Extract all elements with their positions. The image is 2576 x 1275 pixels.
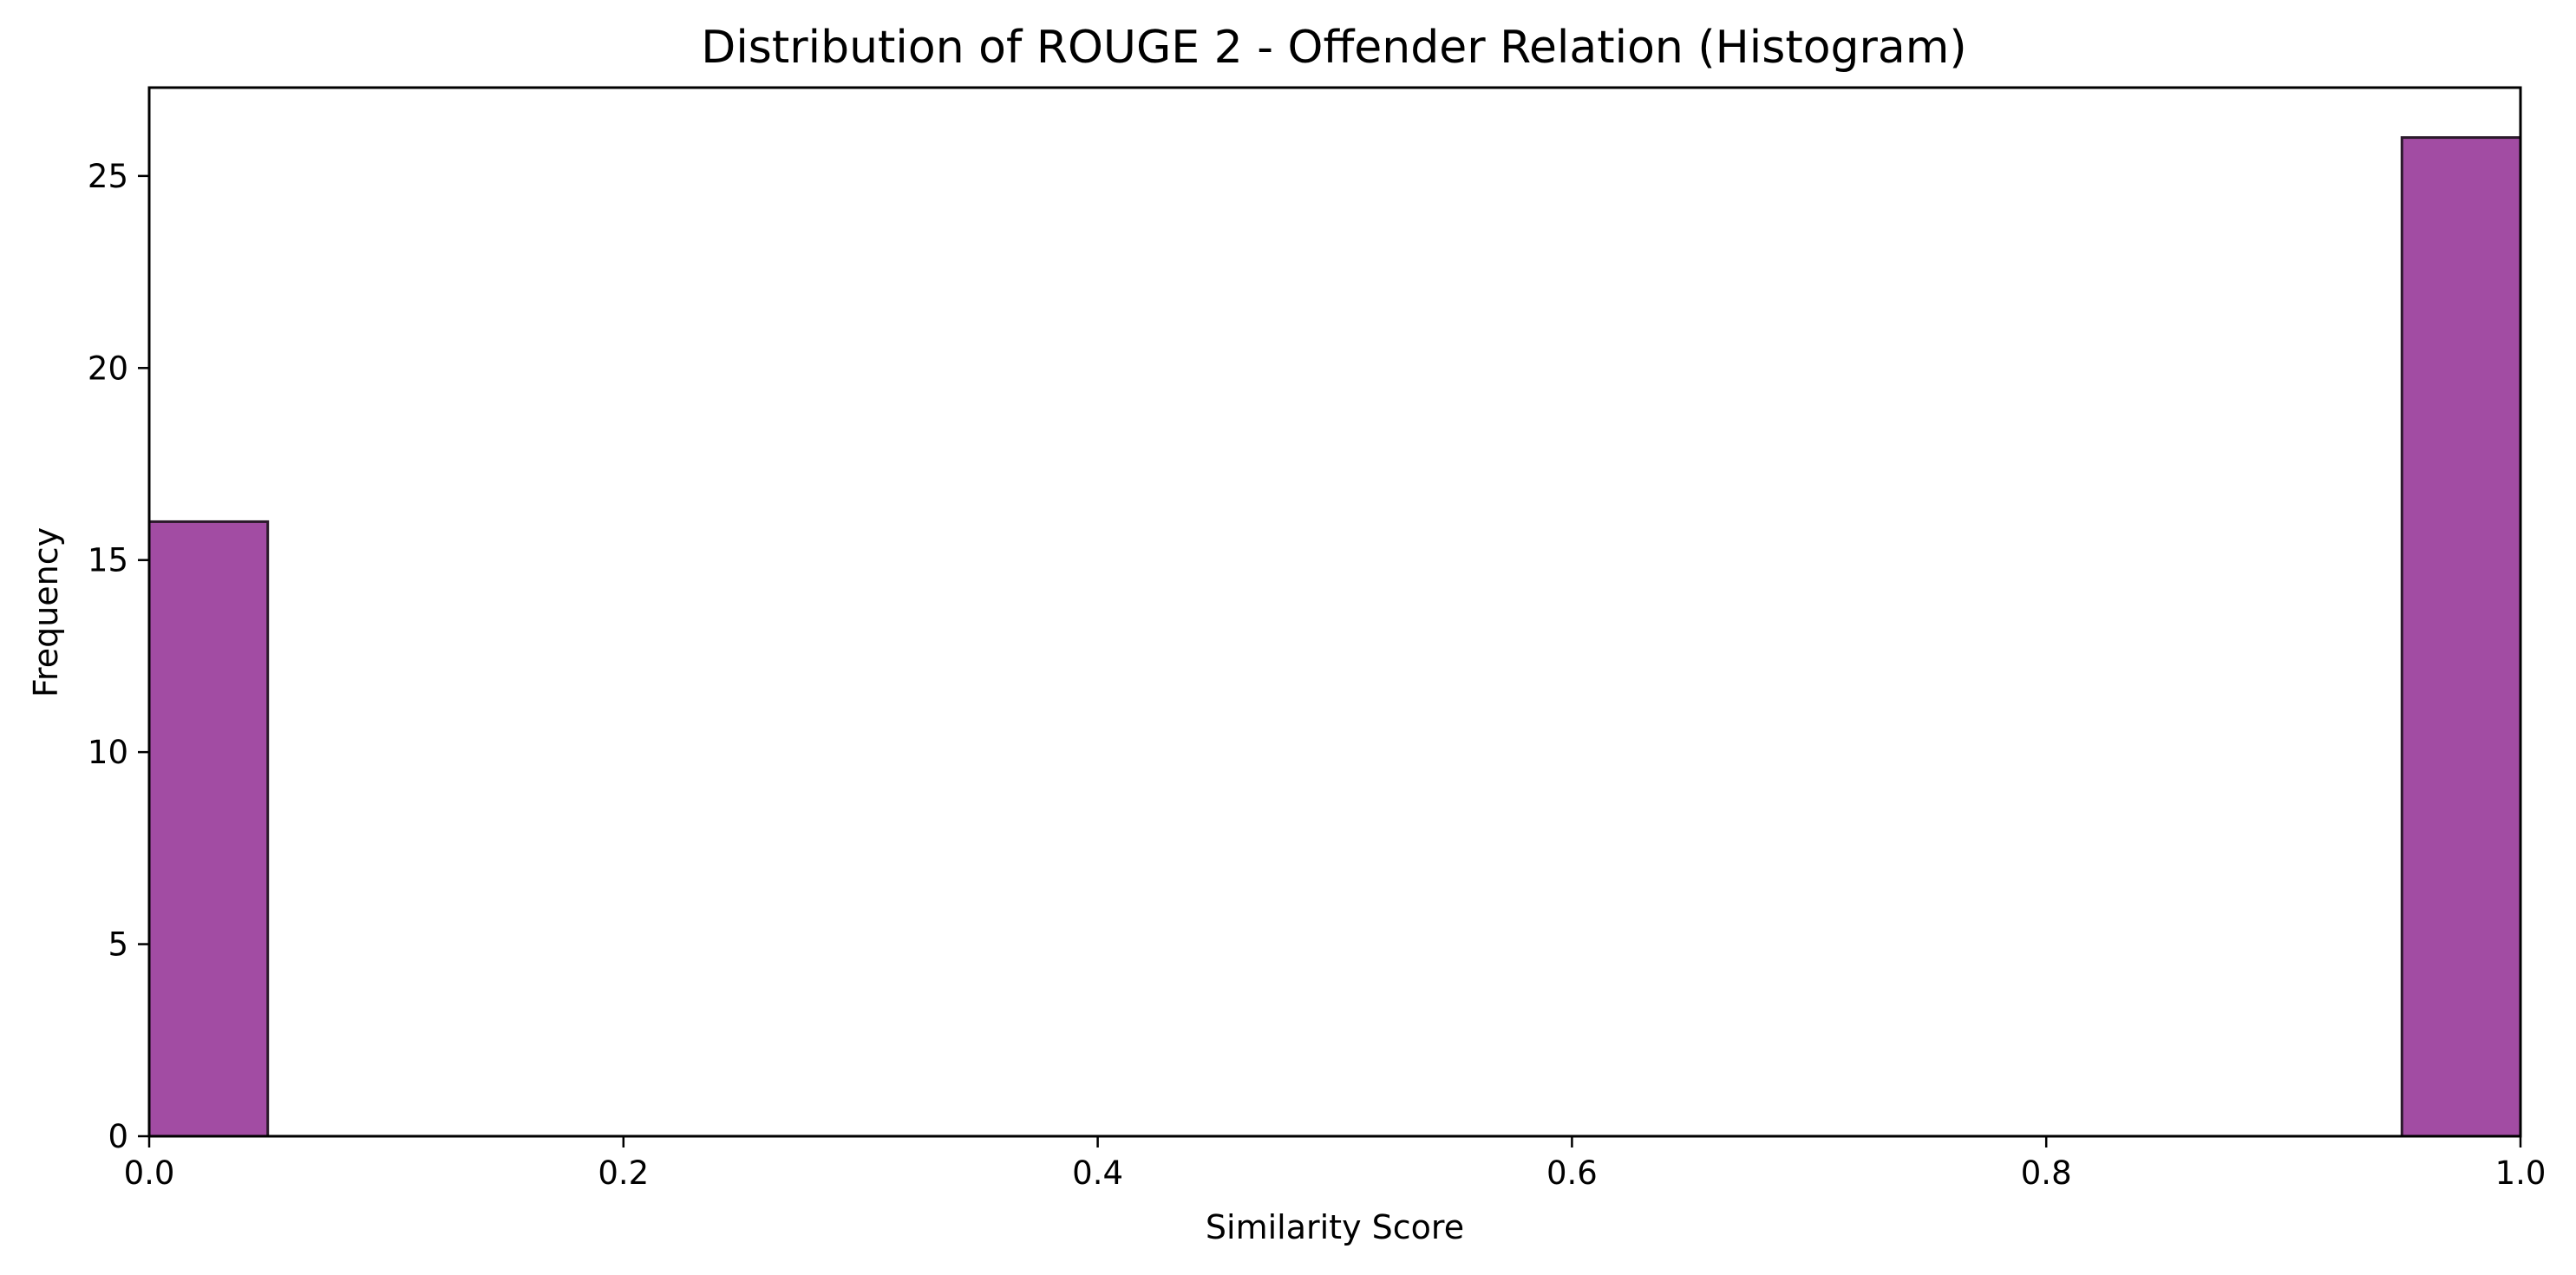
bars-group [147, 136, 2522, 1138]
y-tick-label: 5 [108, 926, 128, 964]
x-axis-ticks: 0.0 0.2 0.4 0.6 0.8 1.0 [124, 1136, 2547, 1192]
x-tick-label: 0.0 [124, 1154, 175, 1192]
histogram-bar [147, 520, 270, 1138]
x-tick-label: 0.4 [1072, 1154, 1123, 1192]
x-tick-label: 1.0 [2495, 1154, 2547, 1192]
y-tick-label: 25 [88, 158, 128, 195]
y-axis-ticks: 0 5 10 15 20 25 [88, 158, 149, 1155]
plot-frame [147, 86, 2522, 1138]
y-tick-label: 10 [88, 734, 128, 771]
chart-title: Distribution of ROUGE 2 - Offender Relat… [701, 22, 1966, 74]
y-axis-label: Frequency [27, 527, 65, 697]
y-tick-label: 15 [88, 542, 128, 579]
y-tick-label: 20 [88, 350, 128, 387]
x-axis-label: Similarity Score [1206, 1208, 1464, 1246]
x-tick-label: 0.8 [2021, 1154, 2072, 1192]
histogram-bar [2400, 136, 2522, 1138]
x-tick-label: 0.2 [598, 1154, 649, 1192]
y-tick-label: 0 [108, 1118, 128, 1155]
x-tick-label: 0.6 [1546, 1154, 1598, 1192]
